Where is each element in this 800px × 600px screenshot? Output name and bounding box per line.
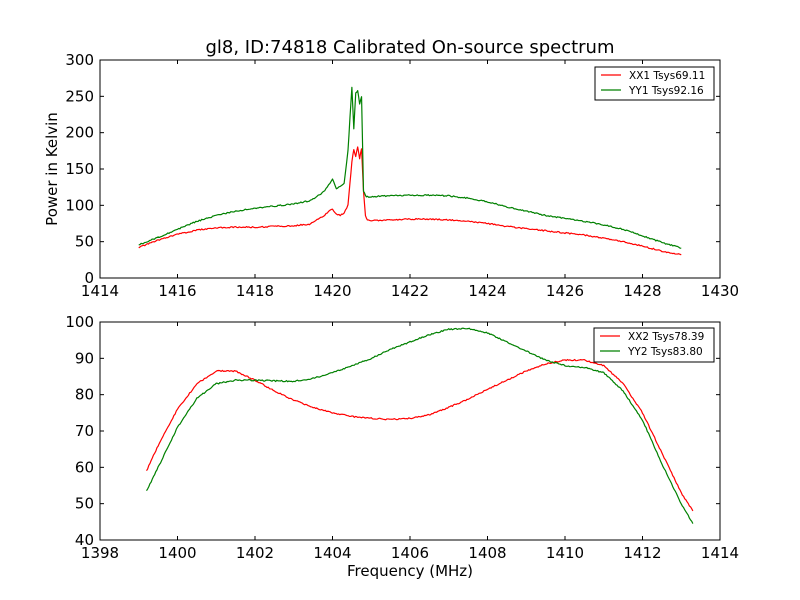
y-tick-label: 100 <box>65 313 94 331</box>
y-tick-label: 300 <box>65 51 94 69</box>
x-tick-label: 1410 <box>546 544 584 562</box>
x-tick-label: 1400 <box>158 544 196 562</box>
x-tick-label: 1412 <box>623 544 661 562</box>
x-tick-label: 1414 <box>81 282 119 300</box>
x-tick-label: 1418 <box>236 282 274 300</box>
legend: XX1 Tsys69.11 YY1 Tsys92.16 <box>594 66 715 101</box>
legend-box <box>593 327 715 363</box>
x-tick-label: 1416 <box>158 282 196 300</box>
x-tick-label: 1430 <box>701 282 739 300</box>
y-tick-label: 50 <box>75 233 94 251</box>
top-spectrum-panel: 1414 1416 1418 1420 1422 1424 1426 1428 1430 0 50 1… <box>43 51 739 300</box>
x-tick-label: 1426 <box>546 282 584 300</box>
figure-title: gl8, ID:74818 Calibrated On-source spect… <box>205 37 614 58</box>
legend-label-1: XX1 Tsys69.11 <box>629 70 705 82</box>
y-tick-label: 150 <box>65 160 94 178</box>
legend-label-1: XX2 Tsys78.39 <box>628 331 704 343</box>
x-tick-label: 1398 <box>81 544 119 562</box>
x-axis-title: Frequency (MHz) <box>347 562 473 580</box>
legend-box <box>594 66 715 101</box>
y-axis-title: Power in Kelvin <box>43 112 61 226</box>
series-line-1 <box>138 146 682 256</box>
y-tick-label: 60 <box>75 458 94 476</box>
x-tick-label: 1408 <box>468 544 506 562</box>
y-tick-label: 70 <box>75 422 94 440</box>
x-tick-label: 1420 <box>313 282 351 300</box>
y-tick-label: 0 <box>84 269 94 287</box>
series-line-2 <box>145 327 694 524</box>
x-tick-label: 1428 <box>623 282 661 300</box>
x-tick-label: 1424 <box>468 282 506 300</box>
y-tick-label: 50 <box>75 495 94 513</box>
legend-label-2: YY2 Tsys83.80 <box>627 346 703 358</box>
legend: XX2 Tsys78.39 YY2 Tsys83.80 <box>593 327 715 363</box>
x-tick-label: 1406 <box>391 544 429 562</box>
x-tick-label: 1404 <box>313 544 351 562</box>
x-tick-label: 1402 <box>236 544 274 562</box>
y-tick-label: 80 <box>75 386 94 404</box>
legend-label-2: YY1 Tsys92.16 <box>628 85 704 97</box>
x-tick-label: 1422 <box>391 282 429 300</box>
y-tick-label: 250 <box>65 87 94 105</box>
x-tick-label: 1414 <box>701 544 739 562</box>
series-line-2 <box>138 86 682 249</box>
y-tick-label: 90 <box>75 349 94 367</box>
y-tick-label: 100 <box>65 196 94 214</box>
series-line-1 <box>145 358 694 512</box>
y-tick-label: 40 <box>75 531 94 549</box>
bottom-spectrum-panel: 1398 1400 1402 1404 1406 1408 1410 1412 1414 40 50… <box>65 313 739 580</box>
y-tick-label: 200 <box>65 124 94 142</box>
